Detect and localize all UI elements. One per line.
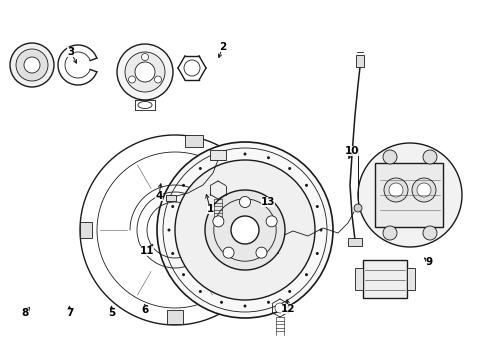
Circle shape	[266, 156, 269, 159]
Circle shape	[353, 204, 361, 212]
Bar	[406, 268, 414, 290]
Text: 11: 11	[139, 246, 154, 256]
Bar	[347, 238, 361, 246]
Bar	[167, 310, 183, 324]
Text: 1: 1	[206, 204, 213, 214]
Bar	[80, 222, 92, 238]
Circle shape	[422, 150, 436, 164]
Ellipse shape	[138, 102, 152, 108]
Circle shape	[220, 301, 223, 304]
Circle shape	[416, 183, 430, 197]
Circle shape	[204, 190, 285, 270]
Circle shape	[220, 156, 223, 159]
Circle shape	[422, 226, 436, 240]
Circle shape	[223, 247, 234, 258]
Bar	[354, 268, 362, 290]
Circle shape	[287, 167, 290, 170]
Circle shape	[411, 178, 435, 202]
Circle shape	[383, 178, 407, 202]
Text: 8: 8	[22, 308, 29, 318]
Bar	[374, 163, 442, 227]
Circle shape	[117, 44, 173, 100]
Circle shape	[319, 229, 322, 231]
Circle shape	[167, 229, 170, 231]
Circle shape	[243, 153, 246, 156]
Circle shape	[357, 143, 461, 247]
Circle shape	[265, 216, 277, 227]
Bar	[165, 195, 176, 201]
Circle shape	[287, 290, 290, 293]
Circle shape	[10, 43, 54, 87]
Text: 12: 12	[281, 304, 295, 314]
Circle shape	[125, 52, 164, 92]
Circle shape	[315, 205, 318, 208]
Text: 3: 3	[67, 47, 74, 57]
Circle shape	[255, 247, 266, 258]
Bar	[184, 135, 203, 147]
Circle shape	[199, 167, 202, 170]
Circle shape	[171, 205, 174, 208]
Circle shape	[16, 49, 48, 81]
Circle shape	[128, 76, 135, 83]
Text: 6: 6	[141, 305, 148, 315]
Text: 4: 4	[155, 191, 163, 201]
Circle shape	[141, 54, 148, 60]
Circle shape	[199, 290, 202, 293]
Circle shape	[154, 76, 161, 83]
Circle shape	[135, 62, 155, 82]
Circle shape	[157, 142, 332, 318]
Circle shape	[239, 197, 250, 207]
Circle shape	[24, 57, 40, 73]
Text: 13: 13	[260, 197, 275, 207]
Circle shape	[230, 216, 259, 244]
Circle shape	[305, 184, 307, 187]
Circle shape	[243, 305, 246, 307]
Circle shape	[182, 184, 184, 187]
Text: 7: 7	[65, 308, 73, 318]
Text: 2: 2	[219, 42, 225, 52]
Bar	[355, 55, 363, 67]
Text: 9: 9	[425, 257, 432, 267]
Circle shape	[266, 301, 269, 304]
Circle shape	[182, 273, 184, 276]
Circle shape	[388, 183, 402, 197]
Circle shape	[274, 303, 285, 313]
Text: 5: 5	[108, 308, 115, 318]
Circle shape	[175, 160, 314, 300]
Bar	[362, 260, 406, 298]
Bar	[209, 150, 225, 160]
Circle shape	[212, 216, 224, 227]
Circle shape	[171, 252, 174, 255]
Circle shape	[382, 226, 396, 240]
Circle shape	[382, 150, 396, 164]
Circle shape	[183, 60, 200, 76]
Circle shape	[305, 273, 307, 276]
Text: 10: 10	[344, 146, 359, 156]
Circle shape	[315, 252, 318, 255]
